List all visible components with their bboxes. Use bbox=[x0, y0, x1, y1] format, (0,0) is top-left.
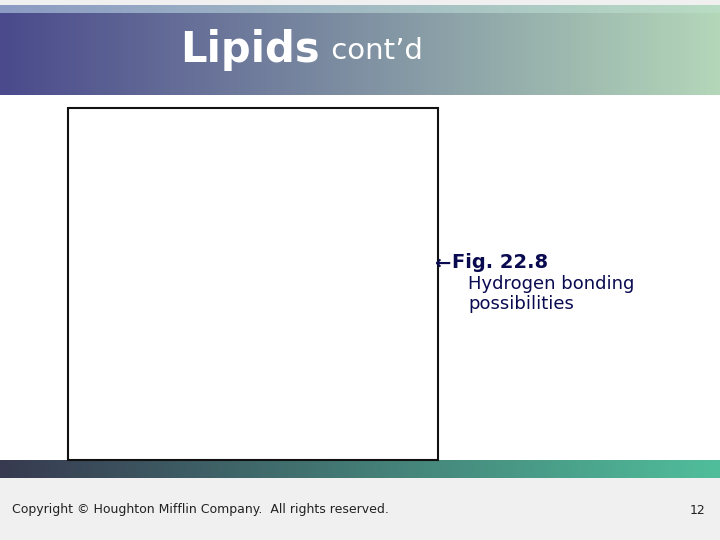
Text: 12: 12 bbox=[689, 503, 705, 516]
Text: ←: ← bbox=[434, 253, 451, 273]
Text: possibilities: possibilities bbox=[468, 295, 574, 313]
Text: Lipids: Lipids bbox=[181, 29, 320, 71]
Text: cont’d: cont’d bbox=[322, 37, 423, 65]
Text: Copyright © Houghton Mifflin Company.  All rights reserved.: Copyright © Houghton Mifflin Company. Al… bbox=[12, 503, 389, 516]
Bar bbox=[0, 95, 720, 460]
Bar bbox=[68, 108, 438, 460]
Text: Hydrogen bonding: Hydrogen bonding bbox=[468, 275, 634, 293]
Text: Fig. 22.8: Fig. 22.8 bbox=[452, 253, 548, 273]
